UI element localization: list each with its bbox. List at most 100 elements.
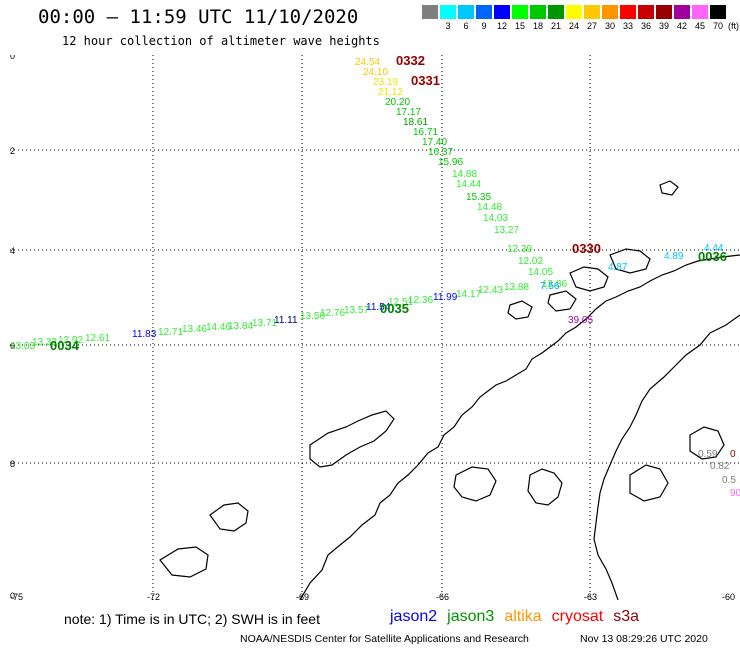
wave-height-value: 13.46 bbox=[182, 324, 207, 335]
pass-label: 0330 bbox=[572, 241, 601, 256]
latitude-label: -70 bbox=[10, 591, 15, 600]
legend-label: 6 bbox=[463, 21, 469, 31]
wave-height-value: 24.54 bbox=[355, 57, 380, 68]
wave-height-value: 14.05 bbox=[528, 267, 553, 278]
legend-swatch bbox=[566, 5, 582, 19]
legend-swatch bbox=[692, 5, 708, 19]
wave-height-value: 14.17 bbox=[456, 289, 481, 300]
longitude-label: -60 bbox=[722, 592, 735, 600]
wave-height-value: 15.35 bbox=[466, 192, 491, 203]
legend-swatch bbox=[548, 5, 564, 19]
legend-label: 70 bbox=[712, 21, 723, 31]
wave-height-value: 4.44 bbox=[704, 243, 724, 254]
wave-height-value: 21.12 bbox=[378, 87, 403, 98]
wave-height-value: 12.61 bbox=[85, 333, 110, 344]
wave-height-value: 0.82 bbox=[710, 461, 730, 472]
wave-height-value: 4.89 bbox=[664, 251, 684, 262]
wave-height-value: 12.92 bbox=[58, 335, 83, 346]
legend-label: 39 bbox=[658, 21, 669, 31]
legend-swatch bbox=[440, 5, 456, 19]
wave-height-value: 13.71 bbox=[252, 318, 277, 329]
wave-height-value: 11.54 bbox=[366, 302, 391, 313]
map-title: 00:00 – 11:59 UTC 11/10/2020 bbox=[38, 6, 359, 28]
legend-label: 3 bbox=[445, 21, 451, 31]
wave-height-value: 11.11 bbox=[274, 315, 298, 326]
map-subtitle: 12 hour collection of altimeter wave hei… bbox=[62, 34, 380, 48]
wave-height-value: 17.17 bbox=[396, 107, 421, 118]
latitude-label: -66 bbox=[10, 341, 15, 351]
wave-height-value: 14.46 bbox=[206, 322, 231, 333]
legend-swatch bbox=[458, 5, 474, 19]
wave-height-value: 20.20 bbox=[385, 97, 410, 108]
longitude-label: -75 bbox=[10, 592, 23, 600]
wave-height-value: 16.71 bbox=[413, 127, 438, 138]
wave-height-value: 16.37 bbox=[428, 147, 453, 158]
wave-height-value: 14.44 bbox=[456, 179, 481, 190]
wave-height-value: 0 bbox=[730, 449, 736, 460]
wave-height-value: 13.27 bbox=[494, 225, 519, 236]
wave-height-value: 14.88 bbox=[452, 169, 477, 180]
wave-height-tracks: 24.5424.1023.1921.1220.2017.1718.6116.71… bbox=[10, 55, 740, 499]
legend-swatch bbox=[422, 5, 438, 19]
legend-swatch bbox=[494, 5, 510, 19]
wave-height-value: 12.36 bbox=[408, 295, 433, 306]
pass-label: 0034 bbox=[50, 338, 80, 353]
wave-height-value: 11.99 bbox=[433, 292, 458, 303]
pass-label: 0332 bbox=[396, 55, 425, 68]
wave-height-value: 12.39 bbox=[507, 244, 532, 255]
wave-height-value: 23.19 bbox=[373, 77, 398, 88]
legend-label: 42 bbox=[676, 21, 687, 31]
longitude-label: -66 bbox=[436, 592, 449, 600]
wave-height-value: 39.05 bbox=[568, 315, 593, 326]
legend-label: 33 bbox=[622, 21, 633, 31]
pass-label: 0331 bbox=[411, 73, 440, 88]
wave-height-value: 12.51 bbox=[388, 297, 413, 308]
wave-height-value: 14.03 bbox=[483, 213, 508, 224]
satellite-legend: jason2 jason3 altika cryosat s3a bbox=[390, 608, 649, 626]
satellite-name: jason2 bbox=[390, 608, 438, 625]
latitude-label: -64 bbox=[10, 246, 15, 256]
legend-swatch bbox=[710, 5, 726, 19]
latitude-label: -62 bbox=[10, 146, 15, 156]
legend-label: 18 bbox=[532, 21, 543, 31]
wave-height-value: 12.43 bbox=[478, 285, 503, 296]
credit-line: NOAA/NESDIS Center for Satellite Applica… bbox=[240, 633, 529, 645]
wave-height-value: 0.5 bbox=[722, 475, 736, 486]
altimeter-map: -60-62-64-66-68-70-75-72-69-66-63-60 24.… bbox=[10, 55, 740, 600]
wave-height-value: 15.96 bbox=[438, 157, 463, 168]
longitude-label: -72 bbox=[147, 592, 160, 600]
legend-label: 27 bbox=[586, 21, 597, 31]
wave-height-value: 4.87 bbox=[608, 262, 628, 273]
legend-label: 45 bbox=[694, 21, 705, 31]
wave-height-value: 90 bbox=[730, 488, 740, 499]
legend-swatch bbox=[512, 5, 528, 19]
legend-label: 12 bbox=[496, 21, 507, 31]
latitude-label: -68 bbox=[10, 459, 15, 469]
wave-height-value: 13.32 bbox=[32, 337, 57, 348]
wave-height-value: 11.83 bbox=[132, 329, 157, 340]
wave-height-value: 17.40 bbox=[422, 137, 447, 148]
wave-height-value: 12.02 bbox=[518, 256, 543, 267]
timestamp: Nov 13 08:29:26 UTC 2020 bbox=[580, 633, 708, 645]
wave-height-value: 0.59 bbox=[698, 449, 718, 460]
legend-swatch bbox=[638, 5, 654, 19]
legend-swatch bbox=[674, 5, 690, 19]
legend-unit-label: (ft) bbox=[728, 21, 739, 31]
longitude-label: -63 bbox=[584, 592, 597, 600]
wave-height-value: 18.61 bbox=[403, 117, 428, 128]
legend-swatch bbox=[584, 5, 600, 19]
wave-height-value: 13.03 bbox=[10, 341, 35, 352]
legend-label: 30 bbox=[604, 21, 615, 31]
legend-swatch bbox=[530, 5, 546, 19]
pass-label: 0035 bbox=[380, 301, 409, 316]
wave-height-value: 7.56 bbox=[540, 281, 560, 292]
wave-height-value: 13.88 bbox=[504, 282, 529, 293]
satellite-name: s3a bbox=[613, 608, 640, 625]
legend-label: 36 bbox=[640, 21, 651, 31]
legend-swatch bbox=[620, 5, 636, 19]
legend-label: 24 bbox=[568, 21, 579, 31]
wave-height-value: 13.57 bbox=[344, 305, 369, 316]
pass-label: 0036 bbox=[698, 249, 727, 264]
satellite-name: cryosat bbox=[551, 608, 604, 625]
legend-swatch bbox=[476, 5, 492, 19]
